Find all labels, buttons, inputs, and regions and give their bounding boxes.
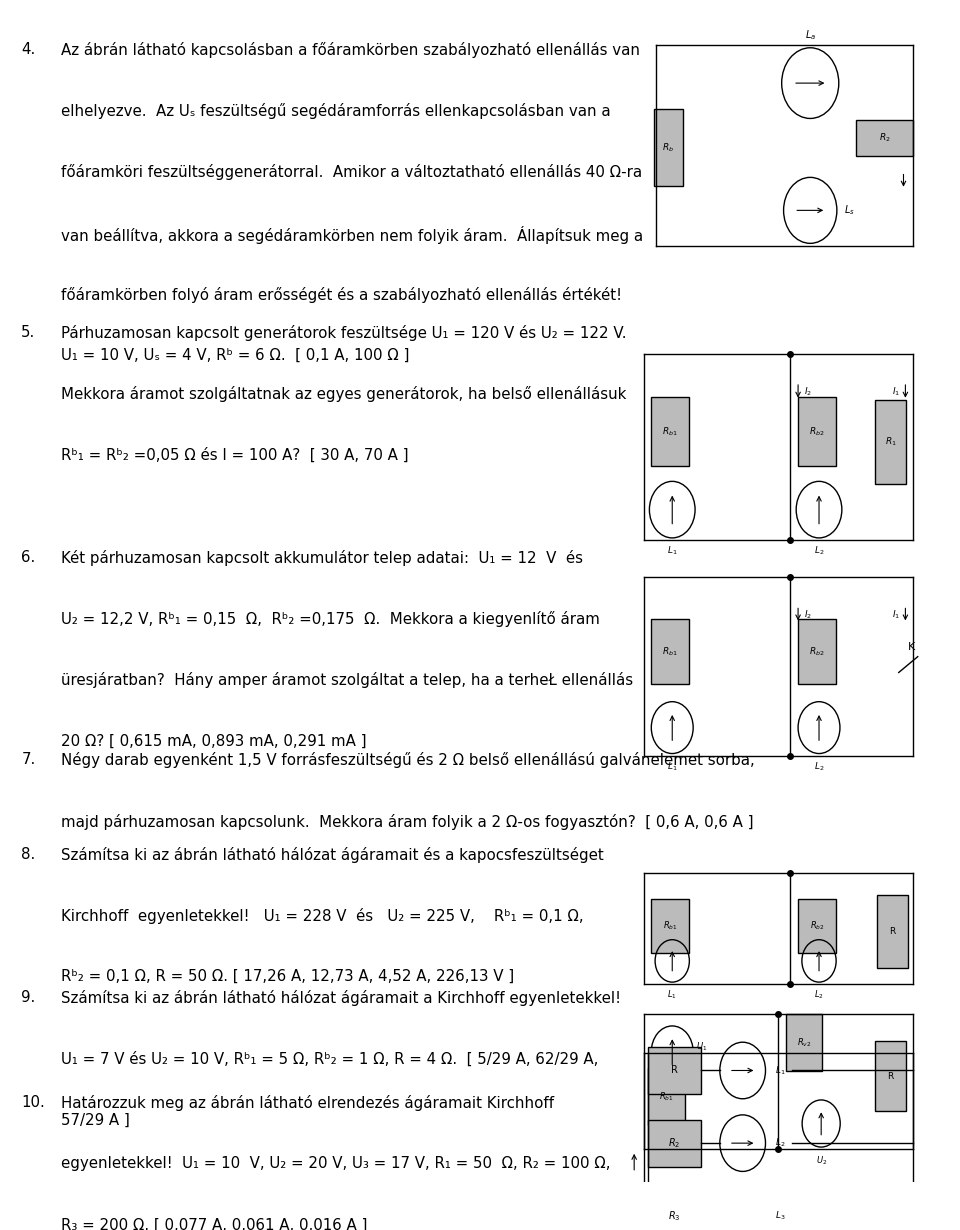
Text: $R_{b1}$: $R_{b1}$ [660, 1091, 674, 1103]
Text: $L_3$: $L_3$ [775, 1209, 785, 1223]
Text: 57/29 A ]: 57/29 A ] [61, 1113, 131, 1128]
Text: egyenletekkel!  U₁ = 10  V, U₂ = 20 V, U₃ = 17 V, R₁ = 50  Ω, R₂ = 100 Ω,: egyenletekkel! U₁ = 10 V, U₂ = 20 V, U₃ … [61, 1156, 611, 1171]
Bar [651, 899, 689, 953]
Text: van beállítva, akkora a segédáramkörben nem folyik áram.  Állapítsuk meg a: van beállítva, akkora a segédáramkörben … [61, 225, 643, 244]
Text: $L_2$: $L_2$ [775, 1137, 785, 1149]
Text: $U_1$: $U_1$ [696, 1041, 708, 1053]
Text: $R_1$: $R_1$ [885, 435, 897, 448]
Text: 8.: 8. [21, 846, 36, 862]
Bar [654, 109, 683, 186]
Text: $I_2$: $I_2$ [804, 385, 812, 397]
Text: U₁ = 10 V, Uₛ = 4 V, Rᵇ = 6 Ω.  [ 0,1 A, 100 Ω ]: U₁ = 10 V, Uₛ = 4 V, Rᵇ = 6 Ω. [ 0,1 A, … [61, 348, 410, 363]
Text: Két párhuzamosan kapcsolt akkumulátor telep adatai:  U₁ = 12  V  és: Két párhuzamosan kapcsolt akkumulátor te… [61, 550, 584, 566]
Text: $L_1$: $L_1$ [667, 760, 678, 774]
Text: $R_{b2}$: $R_{b2}$ [809, 646, 825, 658]
Text: $I_2$: $I_2$ [804, 608, 812, 621]
Text: K: K [908, 642, 916, 652]
Text: majd párhuzamosan kapcsolunk.  Mekkora áram folyik a 2 Ω-os fogyasztón?  [ 0,6 A: majd párhuzamosan kapcsolunk. Mekkora ár… [61, 813, 754, 829]
Text: R: R [887, 1071, 894, 1081]
Text: Számítsa ki az ábrán látható hálózat ágáramait és a kapocsfeszültséget: Számítsa ki az ábrán látható hálózat ágá… [61, 846, 604, 862]
Text: $R_3$: $R_3$ [668, 1209, 681, 1223]
Text: $I_1$: $I_1$ [892, 608, 900, 621]
Text: 20 Ω? [ 0,615 mA, 0,893 mA, 0,291 mA ]: 20 Ω? [ 0,615 mA, 0,893 mA, 0,291 mA ] [61, 733, 367, 749]
Text: $L_1$: $L_1$ [667, 545, 678, 557]
Text: elhelyezve.  Az Uₛ feszültségű segédáramforrás ellenkapcsolásban van a: elhelyezve. Az Uₛ feszültségű segédáramf… [61, 103, 611, 119]
Text: $L_s$: $L_s$ [845, 203, 855, 218]
Text: Rᵇ₂ = 0,1 Ω, R = 50 Ω. [ 17,26 A, 12,73 A, 4,52 A, 226,13 V ]: Rᵇ₂ = 0,1 Ω, R = 50 Ω. [ 17,26 A, 12,73 … [61, 969, 515, 984]
Bar [798, 899, 836, 953]
Text: $R_b$: $R_b$ [662, 141, 675, 154]
Text: Kirchhoff  egyenletekkel!   U₁ = 228 V  és   U₂ = 225 V,    Rᵇ₁ = 0,1 Ω,: Kirchhoff egyenletekkel! U₁ = 228 V és U… [61, 908, 584, 924]
Text: Rᵇ₁ = Rᵇ₂ =0,05 Ω és I = 100 A?  [ 30 A, 70 A ]: Rᵇ₁ = Rᵇ₂ =0,05 Ω és I = 100 A? [ 30 A, … [61, 448, 409, 462]
Bar [798, 620, 836, 684]
Text: Párhuzamosan kapcsolt generátorok feszültsége U₁ = 120 V és U₂ = 122 V.: Párhuzamosan kapcsolt generátorok feszül… [61, 325, 627, 341]
Text: Határozzuk meg az ábrán látható elrendezés ágáramait Kirchhoff: Határozzuk meg az ábrán látható elrendez… [61, 1095, 554, 1111]
Text: főáramköri feszültséggenerátorral.  Amikor a változtatható ellenállás 40 Ω-ra: főáramköri feszültséggenerátorral. Amiko… [61, 165, 642, 181]
Text: R: R [889, 926, 896, 936]
Bar [786, 1015, 822, 1071]
Text: 9.: 9. [21, 990, 36, 1005]
Text: U₁ = 7 V és U₂ = 10 V, Rᵇ₁ = 5 Ω, Rᵇ₂ = 1 Ω, R = 4 Ω.  [ 5/29 A, 62/29 A,: U₁ = 7 V és U₂ = 10 V, Rᵇ₁ = 5 Ω, Rᵇ₂ = … [61, 1052, 599, 1066]
Text: Négy darab egyenként 1,5 V forrásfeszültségű és 2 Ω belső ellenállású galvánelem: Négy darab egyenként 1,5 V forrásfeszült… [61, 753, 755, 769]
Text: $R_{b2}$: $R_{b2}$ [809, 426, 825, 438]
Text: $L_2$: $L_2$ [814, 988, 824, 1000]
Text: Számítsa ki az ábrán látható hálózat ágáramait a Kirchhoff egyenletekkel!: Számítsa ki az ábrán látható hálózat ágá… [61, 990, 621, 1006]
Text: $L_1$: $L_1$ [667, 988, 677, 1000]
Text: $R_{v2}$: $R_{v2}$ [797, 1037, 811, 1049]
Text: $L_a$: $L_a$ [804, 28, 816, 42]
Text: főáramkörben folyó áram erősségét és a szabályozható ellenállás értékét!: főáramkörben folyó áram erősségét és a s… [61, 287, 622, 303]
Text: $R_{b1}$: $R_{b1}$ [662, 646, 678, 658]
Text: 5.: 5. [21, 325, 36, 339]
Bar [651, 620, 689, 684]
Text: $I_1$: $I_1$ [892, 385, 900, 397]
Text: $L_1$: $L_1$ [775, 1064, 785, 1076]
Text: $L_2$: $L_2$ [814, 545, 825, 557]
Bar [798, 397, 836, 466]
Bar [875, 1041, 906, 1112]
Text: 6.: 6. [21, 550, 36, 565]
Text: R: R [671, 1065, 678, 1075]
Bar [648, 1047, 701, 1093]
Text: $U_2$: $U_2$ [816, 1154, 827, 1166]
Bar [875, 400, 906, 485]
Bar [651, 397, 689, 466]
Bar [648, 1192, 701, 1230]
Text: $R_2$: $R_2$ [878, 132, 890, 144]
Text: $R_{b2}$: $R_{b2}$ [810, 920, 825, 932]
Text: Mekkora áramot szolgáltatnak az egyes generátorok, ha belső ellenállásuk: Mekkora áramot szolgáltatnak az egyes ge… [61, 386, 627, 402]
Text: $R_{b1}$: $R_{b1}$ [662, 426, 678, 438]
Text: $L_2$: $L_2$ [814, 760, 825, 774]
Text: R₃ = 200 Ω. [ 0,077 A, 0,061 A, 0,016 A ]: R₃ = 200 Ω. [ 0,077 A, 0,061 A, 0,016 A … [61, 1218, 368, 1230]
Bar [856, 121, 913, 155]
Bar [648, 1119, 701, 1167]
Text: U₂ = 12,2 V, Rᵇ₁ = 0,15  Ω,  Rᵇ₂ =0,175  Ω.  Mekkora a kiegyenlítő áram: U₂ = 12,2 V, Rᵇ₁ = 0,15 Ω, Rᵇ₂ =0,175 Ω.… [61, 611, 600, 627]
Text: 10.: 10. [21, 1095, 45, 1111]
Bar [648, 1069, 684, 1125]
Text: $R_2$: $R_2$ [668, 1137, 681, 1150]
Text: $R_{b1}$: $R_{b1}$ [663, 920, 678, 932]
Text: 7.: 7. [21, 753, 36, 768]
Text: Az ábrán látható kapcsolásban a főáramkörben szabályozható ellenállás van: Az ábrán látható kapcsolásban a főáramkö… [61, 42, 640, 58]
Text: 4.: 4. [21, 42, 36, 57]
Bar [876, 894, 908, 968]
Text: üresjáratban?  Hány amper áramot szolgáltat a telep, ha a terheŁ ellenállás: üresjáratban? Hány amper áramot szolgált… [61, 673, 634, 689]
